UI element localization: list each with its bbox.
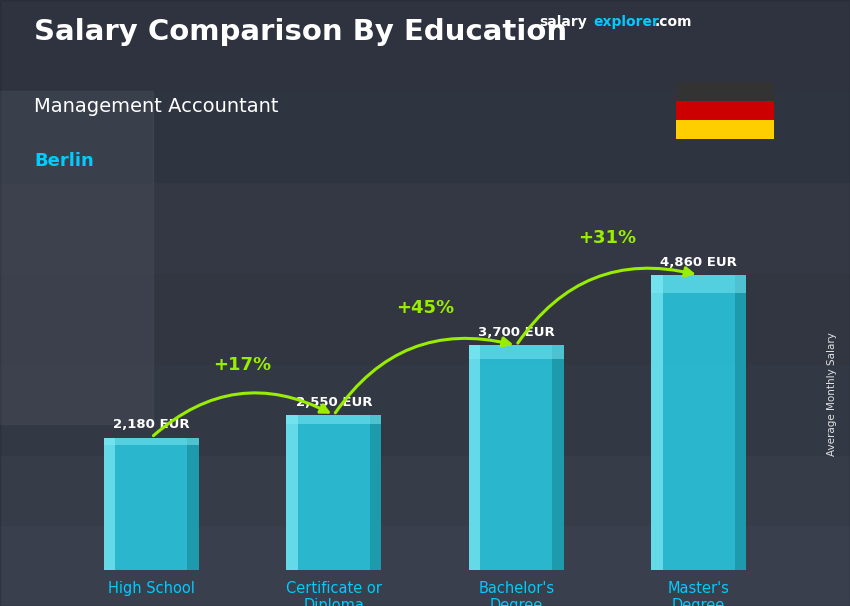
Bar — [0, 545, 850, 556]
Bar — [0, 71, 850, 81]
Bar — [0, 565, 850, 576]
Bar — [0, 394, 850, 404]
Bar — [286, 415, 381, 424]
Bar — [0, 242, 850, 253]
Bar — [0, 141, 850, 152]
Bar — [104, 438, 199, 570]
Bar — [0, 121, 850, 132]
Bar — [0, 283, 850, 293]
Bar — [0, 171, 850, 182]
Text: Management Accountant: Management Accountant — [34, 97, 279, 116]
Bar — [0, 404, 850, 414]
Bar — [0, 444, 850, 454]
Bar — [0, 435, 850, 444]
Bar — [0, 414, 850, 424]
Bar — [0, 313, 850, 323]
Bar — [0, 212, 850, 222]
Bar — [0, 50, 850, 61]
Bar — [0, 273, 850, 283]
Bar — [0, 465, 850, 474]
Text: 2,180 EUR: 2,180 EUR — [113, 418, 190, 431]
Bar — [0, 535, 850, 545]
Bar — [370, 415, 381, 570]
Bar — [187, 438, 199, 570]
Bar — [0, 192, 850, 202]
Bar — [0, 262, 850, 273]
Bar — [0, 576, 850, 586]
Bar — [734, 275, 746, 570]
Bar — [0, 374, 850, 384]
Bar — [0, 505, 850, 515]
Text: 2,550 EUR: 2,550 EUR — [296, 396, 372, 409]
Bar — [0, 485, 850, 495]
Bar — [0, 344, 850, 353]
Bar — [0, 384, 850, 394]
Bar — [0, 152, 850, 162]
Text: explorer: explorer — [593, 15, 659, 29]
Bar — [0, 111, 850, 121]
Bar — [0, 81, 850, 91]
Bar — [0, 525, 850, 535]
Bar — [469, 345, 480, 570]
Bar — [0, 293, 850, 303]
Bar — [0, 91, 850, 101]
Text: Berlin: Berlin — [34, 152, 94, 170]
Bar — [0, 253, 850, 262]
Text: salary: salary — [540, 15, 587, 29]
Text: +17%: +17% — [213, 356, 272, 375]
Bar — [0, 364, 850, 374]
Bar — [651, 275, 746, 570]
Text: 3,700 EUR: 3,700 EUR — [478, 326, 554, 339]
Bar — [469, 345, 564, 359]
Bar — [286, 415, 298, 570]
Text: Salary Comparison By Education: Salary Comparison By Education — [34, 18, 567, 46]
Bar — [0, 232, 850, 242]
Bar — [104, 438, 116, 570]
Bar — [0, 515, 850, 525]
Bar — [0, 454, 850, 465]
Bar — [0, 10, 850, 20]
Bar — [651, 275, 663, 570]
Bar — [0, 495, 850, 505]
Bar — [0, 323, 850, 333]
Text: +31%: +31% — [578, 229, 637, 247]
Bar — [469, 345, 564, 570]
Bar — [0, 41, 850, 50]
Text: +45%: +45% — [396, 299, 454, 317]
Bar — [0, 474, 850, 485]
Bar — [0, 586, 850, 596]
Bar — [104, 438, 199, 445]
Bar — [0, 596, 850, 606]
Bar — [0, 556, 850, 565]
Bar — [0, 101, 850, 111]
Bar — [0, 182, 850, 192]
Bar — [0, 20, 850, 30]
Bar — [0, 222, 850, 232]
Bar — [651, 275, 746, 293]
Bar — [0, 91, 153, 424]
Bar — [0, 0, 850, 10]
Text: 4,860 EUR: 4,860 EUR — [660, 256, 737, 269]
Bar — [0, 132, 850, 141]
Bar — [0, 162, 850, 171]
Bar — [552, 345, 564, 570]
Bar — [0, 333, 850, 344]
Bar — [0, 424, 850, 435]
Bar — [0, 353, 850, 364]
Text: .com: .com — [654, 15, 692, 29]
Bar — [0, 202, 850, 212]
Text: Average Monthly Salary: Average Monthly Salary — [827, 332, 837, 456]
Bar — [0, 303, 850, 313]
Bar — [0, 30, 850, 41]
Bar — [0, 61, 850, 71]
Bar — [286, 415, 381, 570]
